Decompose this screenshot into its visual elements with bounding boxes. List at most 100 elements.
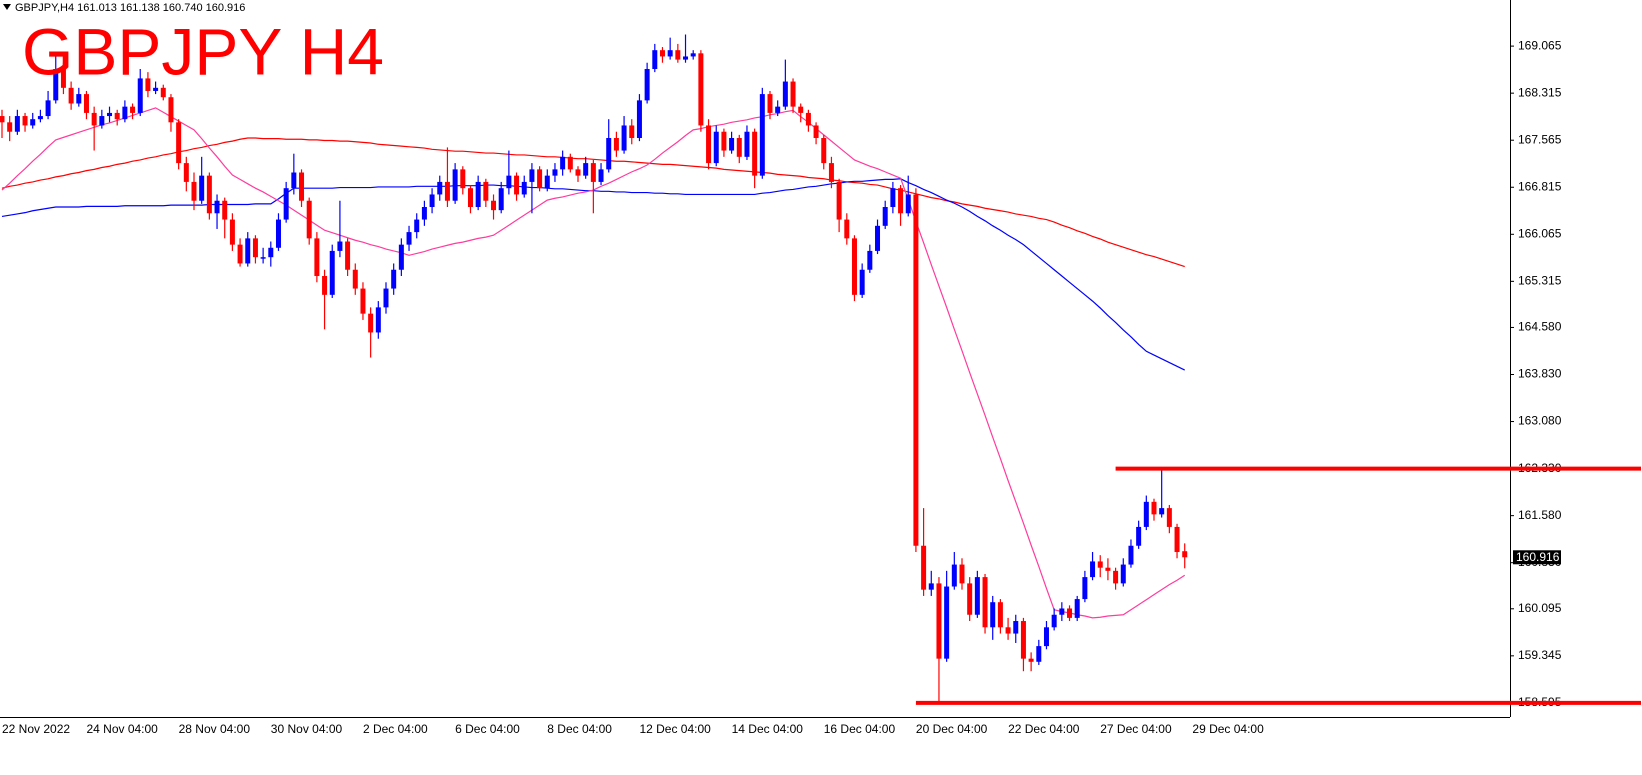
- candle-body: [306, 200, 312, 239]
- candle-body: [590, 163, 596, 182]
- candle-body: [291, 172, 297, 189]
- candle-body: [337, 241, 343, 251]
- candle-body: [345, 241, 351, 270]
- candle-body: [1051, 614, 1057, 628]
- candle-body: [114, 112, 120, 120]
- x-tick-label: 24 Nov 04:00: [86, 722, 158, 736]
- candle-body: [467, 188, 473, 208]
- candle-body: [352, 269, 358, 289]
- candle-body: [176, 122, 182, 164]
- candle-body: [644, 69, 650, 101]
- candle-body: [168, 97, 174, 123]
- candle-body: [460, 169, 466, 189]
- candle-body: [951, 564, 957, 587]
- candle-body: [383, 288, 389, 308]
- candle-body: [191, 181, 197, 201]
- candle-body: [475, 181, 481, 208]
- candle-body: [153, 87, 159, 91]
- y-tick-label: 167.565: [1518, 132, 1562, 146]
- candle-body: [437, 181, 443, 195]
- candle-body: [1067, 608, 1073, 618]
- candle-body: [575, 169, 581, 176]
- candle-body: [60, 69, 66, 88]
- candle-body: [99, 116, 105, 126]
- candle-body: [83, 94, 89, 113]
- candle-body: [629, 125, 635, 139]
- candle-body: [659, 50, 665, 57]
- candle-body: [959, 564, 965, 584]
- candle-body: [544, 175, 550, 189]
- y-tick-label: 159.345: [1518, 648, 1562, 662]
- x-tick-label: 8 Dec 04:00: [547, 722, 612, 736]
- candle-body: [1074, 599, 1080, 618]
- candle-body: [406, 232, 412, 245]
- candle-body: [329, 250, 335, 295]
- chart-title: GBPJPY H4: [22, 14, 384, 88]
- candle-body: [268, 247, 274, 258]
- candle-body: [928, 583, 934, 590]
- candle-body: [836, 181, 842, 220]
- candle-body: [567, 156, 573, 170]
- candle-body: [1097, 561, 1103, 568]
- candle-body: [1151, 501, 1157, 515]
- x-tick-label: 28 Nov 04:00: [179, 722, 251, 736]
- candle-body: [206, 175, 212, 214]
- last-price-box: [1513, 550, 1561, 565]
- x-tick-label: 14 Dec 04:00: [732, 722, 804, 736]
- candle-body: [398, 244, 404, 270]
- candle-body: [675, 50, 681, 60]
- plot-area: [0, 34, 1188, 703]
- candle-body: [560, 156, 566, 170]
- x-tick-label: 30 Nov 04:00: [271, 722, 343, 736]
- candle-body: [0, 116, 5, 123]
- candle-body: [53, 69, 59, 101]
- candle-body: [1059, 608, 1065, 615]
- candle-body: [652, 50, 658, 70]
- y-tick-label: 161.580: [1518, 508, 1562, 522]
- x-tick-label: 22 Nov 2022: [2, 722, 70, 736]
- candle-body: [1082, 577, 1088, 600]
- candle-body: [729, 138, 735, 151]
- x-tick-label: 16 Dec 04:00: [824, 722, 896, 736]
- y-tick-label: 165.315: [1518, 274, 1562, 288]
- candle-body: [275, 219, 281, 248]
- candle-body: [322, 276, 328, 295]
- candle-body: [237, 244, 243, 264]
- candle-body: [606, 138, 612, 170]
- candle-body: [68, 87, 74, 104]
- candle-body: [1105, 567, 1111, 571]
- candle-body: [974, 577, 980, 615]
- candle-body: [752, 131, 758, 176]
- candle-body: [252, 238, 258, 258]
- candle-body: [859, 269, 865, 295]
- y-tick-label: 163.080: [1518, 414, 1562, 428]
- candle-body: [1159, 508, 1165, 515]
- candle-body: [898, 188, 904, 214]
- candle-body: [299, 172, 305, 201]
- candle-body: [1036, 646, 1042, 662]
- candle-body: [921, 545, 927, 590]
- candle-body: [744, 131, 750, 157]
- candle-body: [1005, 627, 1011, 634]
- candle-body: [137, 78, 143, 113]
- candle-body: [107, 112, 113, 117]
- candle-body: [160, 87, 166, 98]
- candle-body: [844, 219, 850, 239]
- candle-body: [514, 175, 520, 195]
- candle-body: [690, 53, 696, 57]
- candle-body: [1128, 545, 1134, 565]
- candle-body: [245, 238, 251, 264]
- candle-body: [736, 138, 742, 157]
- candle-body: [805, 112, 811, 126]
- candle-body: [851, 238, 857, 295]
- candle-body: [598, 169, 604, 182]
- x-tick-label: 20 Dec 04:00: [916, 722, 988, 736]
- y-tick-label: 169.065: [1518, 38, 1562, 52]
- candle-body: [360, 288, 366, 314]
- x-tick-label: 12 Dec 04:00: [639, 722, 711, 736]
- candle-body: [882, 207, 888, 226]
- candle-body: [368, 313, 374, 333]
- candle-body: [798, 106, 804, 113]
- candle-body: [1174, 526, 1180, 553]
- candle-body: [76, 94, 82, 104]
